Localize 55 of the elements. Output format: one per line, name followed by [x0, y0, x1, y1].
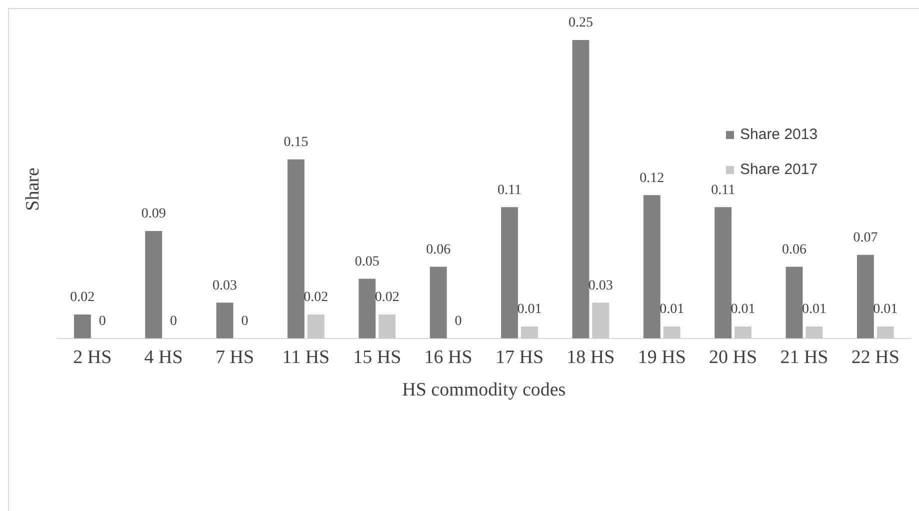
data-label: 0.01 [873, 302, 898, 318]
bar [876, 326, 894, 338]
bar [288, 159, 304, 338]
data-label: 0.25 [568, 16, 593, 31]
data-label: 0.06 [426, 242, 451, 258]
bar [714, 207, 732, 338]
x-tick-label: 4 HS [144, 346, 183, 368]
bar [734, 326, 752, 338]
data-label: 0 [170, 314, 178, 330]
data-label: 0 [241, 314, 248, 330]
bar [520, 326, 538, 338]
bar [856, 254, 874, 338]
x-tick-label: 7 HS [215, 346, 254, 368]
bar [74, 314, 91, 338]
bar [806, 326, 823, 338]
x-axis-title: HS commodity codes [402, 380, 566, 401]
bar [378, 314, 396, 338]
bar [358, 278, 376, 338]
data-label: 0.05 [354, 254, 380, 270]
x-tick-label: 21 HS [780, 346, 828, 368]
y-axis-title: Share [22, 168, 44, 211]
data-label: 0 [98, 314, 106, 330]
bar [663, 326, 680, 338]
x-tick-label: 2 HS [73, 346, 112, 368]
bar [501, 207, 518, 338]
x-tick-label: 17 HS [495, 346, 544, 368]
x-tick-label: 18 HS [566, 346, 615, 368]
data-label: 0.02 [70, 290, 95, 306]
legend-label: Share 2013 [740, 126, 818, 144]
data-label: 0 [454, 314, 462, 330]
data-label: 0.11 [711, 182, 736, 198]
data-label: 0.12 [640, 170, 664, 186]
x-tick-label: 16 HS [424, 346, 472, 368]
x-tick-label: 20 HS [709, 346, 758, 368]
data-label: 0.06 [782, 242, 807, 258]
bar [430, 266, 447, 338]
data-label: 0.07 [853, 230, 878, 246]
x-tick-label: 15 HS [353, 346, 402, 368]
x-tick-label: 22 HS [851, 346, 900, 368]
bar [572, 40, 590, 338]
bar [145, 230, 162, 338]
x-tick-label: 19 HS [638, 346, 686, 368]
x-tick-label: 11 HS [282, 346, 330, 368]
legend-label: Share 2017 [740, 161, 818, 178]
data-label: 0.15 [284, 135, 308, 150]
bar [786, 266, 803, 338]
bar [216, 302, 234, 338]
bar [307, 314, 324, 338]
data-label: 0.09 [141, 206, 166, 222]
data-label: 0.01 [802, 302, 826, 318]
bar [643, 195, 660, 338]
bar [592, 302, 610, 338]
data-label: 0.03 [212, 278, 238, 294]
data-label: 0.01 [660, 302, 684, 318]
data-label: 0.11 [498, 182, 522, 198]
